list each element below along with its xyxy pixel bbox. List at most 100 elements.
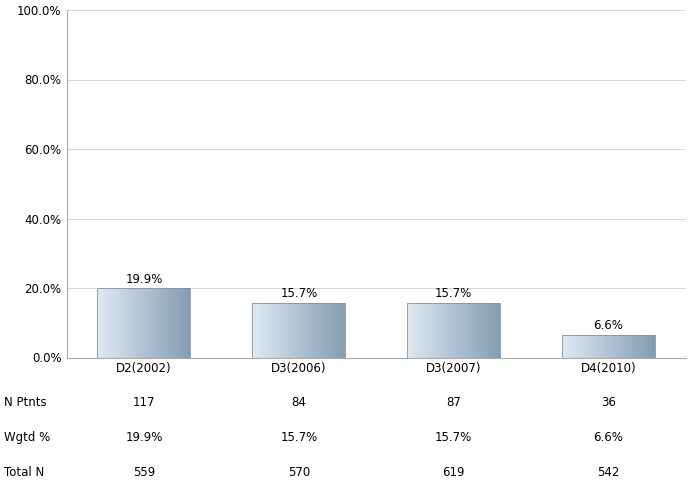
- Bar: [336, 303, 338, 358]
- Bar: [257, 303, 259, 358]
- Bar: [297, 303, 299, 358]
- Bar: [174, 288, 176, 358]
- Bar: [564, 334, 567, 357]
- Bar: [292, 303, 294, 358]
- Bar: [622, 334, 625, 357]
- Bar: [632, 334, 634, 357]
- Text: 19.9%: 19.9%: [125, 431, 162, 444]
- Text: 36: 36: [601, 396, 616, 409]
- Bar: [125, 288, 127, 358]
- Bar: [181, 288, 183, 358]
- Bar: [496, 303, 498, 358]
- Bar: [283, 303, 285, 358]
- Bar: [134, 288, 137, 358]
- Bar: [498, 303, 500, 358]
- Bar: [412, 303, 414, 358]
- Bar: [615, 334, 618, 357]
- Bar: [452, 303, 454, 358]
- Text: 619: 619: [442, 466, 465, 479]
- Bar: [158, 288, 160, 358]
- Bar: [652, 334, 655, 357]
- Bar: [269, 303, 271, 358]
- Bar: [255, 303, 257, 358]
- Bar: [164, 288, 167, 358]
- Text: N Ptnts: N Ptnts: [4, 396, 46, 409]
- Bar: [567, 334, 569, 357]
- Bar: [594, 334, 597, 357]
- Bar: [266, 303, 269, 358]
- Bar: [426, 303, 428, 358]
- Bar: [301, 303, 304, 358]
- Bar: [97, 288, 100, 358]
- Bar: [308, 303, 310, 358]
- Bar: [116, 288, 118, 358]
- Bar: [468, 303, 470, 358]
- Bar: [643, 334, 645, 357]
- Bar: [141, 288, 144, 358]
- Bar: [458, 303, 461, 358]
- Bar: [571, 334, 574, 357]
- Bar: [188, 288, 190, 358]
- Bar: [645, 334, 648, 357]
- Bar: [440, 303, 442, 358]
- Bar: [414, 303, 416, 358]
- Bar: [144, 288, 146, 358]
- Text: 559: 559: [133, 466, 155, 479]
- Bar: [625, 334, 627, 357]
- Bar: [120, 288, 123, 358]
- Bar: [466, 303, 468, 358]
- Bar: [639, 334, 641, 357]
- Bar: [407, 303, 500, 358]
- Bar: [421, 303, 424, 358]
- Bar: [132, 288, 134, 358]
- Bar: [585, 334, 588, 357]
- Bar: [294, 303, 297, 358]
- Bar: [648, 334, 650, 357]
- Bar: [304, 303, 306, 358]
- Bar: [334, 303, 336, 358]
- Bar: [611, 334, 613, 357]
- Bar: [477, 303, 480, 358]
- Bar: [322, 303, 324, 358]
- Bar: [442, 303, 444, 358]
- Bar: [475, 303, 477, 358]
- Text: 87: 87: [447, 396, 461, 409]
- Bar: [313, 303, 315, 358]
- Bar: [178, 288, 181, 358]
- Bar: [424, 303, 426, 358]
- Bar: [449, 303, 452, 358]
- Bar: [310, 303, 313, 358]
- Bar: [491, 303, 494, 358]
- Bar: [578, 334, 581, 357]
- Bar: [419, 303, 421, 358]
- Bar: [299, 303, 301, 358]
- Bar: [111, 288, 113, 358]
- Bar: [416, 303, 419, 358]
- Text: 84: 84: [291, 396, 307, 409]
- Bar: [151, 288, 153, 358]
- Bar: [276, 303, 278, 358]
- Bar: [463, 303, 466, 358]
- Bar: [329, 303, 331, 358]
- Bar: [324, 303, 327, 358]
- Bar: [118, 288, 120, 358]
- Bar: [606, 334, 608, 357]
- Bar: [278, 303, 280, 358]
- Bar: [287, 303, 290, 358]
- Text: 542: 542: [597, 466, 620, 479]
- Bar: [186, 288, 188, 358]
- Bar: [435, 303, 438, 358]
- Bar: [629, 334, 632, 357]
- Text: 15.7%: 15.7%: [435, 431, 472, 444]
- Bar: [604, 334, 606, 357]
- Text: 15.7%: 15.7%: [435, 287, 472, 300]
- Text: 570: 570: [288, 466, 310, 479]
- Bar: [444, 303, 447, 358]
- Bar: [104, 288, 107, 358]
- Bar: [486, 303, 489, 358]
- Bar: [636, 334, 639, 357]
- Bar: [306, 303, 308, 358]
- Bar: [599, 334, 601, 357]
- Bar: [315, 303, 317, 358]
- Bar: [280, 303, 283, 358]
